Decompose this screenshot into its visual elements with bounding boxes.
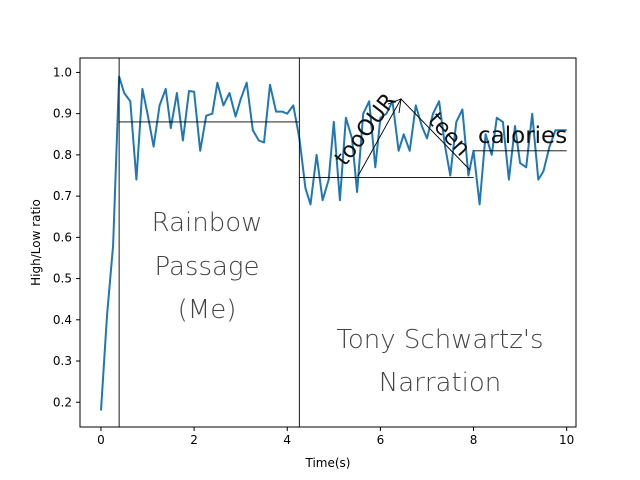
x-tick-label: 8 (470, 433, 478, 447)
x-axis-label: Time(s) (305, 456, 351, 470)
axes-frame (79, 57, 577, 428)
y-tick-label: 0.3 (53, 354, 72, 368)
region2-label-line2: Narration (379, 368, 502, 398)
y-tick-label: 1.0 (53, 65, 72, 79)
region1-label-line2: Passage (154, 252, 259, 282)
plot-area: 0 2 4 6 8 10 0.2 0.3 0.4 0.5 0.6 0.7 0.8 0.9 1.0 Time(s… (29, 57, 577, 470)
word-annotation-calories: calories (478, 123, 567, 149)
y-tick-label: 0.8 (53, 148, 72, 162)
y-axis-label: High/Low ratio (29, 199, 43, 286)
x-tick-label: 4 (283, 433, 291, 447)
x-tick-label: 10 (559, 433, 574, 447)
y-tick-label: 0.7 (53, 189, 72, 203)
region1-label-line3: (Me) (178, 295, 237, 325)
word-bracket-arrowhead (387, 98, 402, 114)
x-tick-label: 0 (97, 433, 105, 447)
x-tick-label: 6 (377, 433, 385, 447)
x-tick-label: 2 (190, 433, 198, 447)
y-tick-label: 0.4 (53, 313, 72, 327)
y-tick-label: 0.2 (53, 395, 72, 409)
y-tick-label: 0.9 (53, 107, 72, 121)
series-line (100, 75, 567, 411)
y-tick-label: 0.5 (53, 272, 72, 286)
y-tick-label: 0.6 (53, 230, 72, 244)
region1-label-line1: Rainbow (152, 208, 263, 238)
region2-label-line1: Tony Schwartz's (336, 325, 543, 355)
